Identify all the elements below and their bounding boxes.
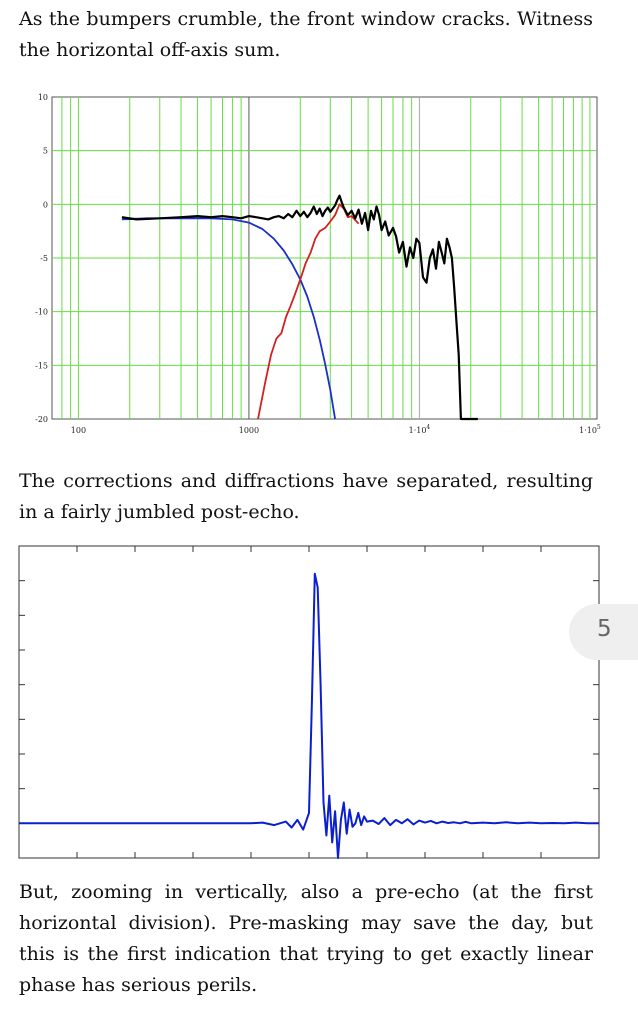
chart1-x-tick-label: 1·104 — [409, 424, 431, 435]
frequency-response-chart: 10 5 0 -5 -10 -15 -20 100 1000 1·104 1·105 — [35, 93, 601, 435]
chart1-y-tick-label: -5 — [40, 254, 48, 263]
chart1-y-tick-labels: 10 5 0 -5 -10 -15 -20 — [35, 93, 48, 424]
chart2-series-line-0 — [19, 572, 599, 859]
chart1-series — [121, 194, 478, 421]
paragraph-intro: As the bumpers crumble, the front window… — [19, 8, 593, 61]
chart1-y-tick-label: -10 — [35, 308, 48, 317]
chart2-series — [19, 572, 599, 859]
chart1-x-tick-label: 1000 — [239, 426, 259, 435]
paragraph-post-echo: The corrections and diffractions have se… — [19, 470, 593, 523]
paragraph-pre-echo: But, zooming in vertically, also a pre-e… — [19, 881, 593, 996]
chart1-y-tick-label: -15 — [35, 361, 48, 370]
chart1-series-line-1 — [257, 203, 360, 420]
page-number: 5 — [597, 616, 612, 642]
chart1-y-tick-label: -20 — [35, 415, 48, 424]
chart1-x-tick-labels: 100 1000 1·104 1·105 — [71, 424, 601, 435]
chart1-x-tick-label: 100 — [71, 426, 86, 435]
chart1-y-tick-label: 0 — [43, 200, 48, 209]
impulse-response-chart — [18, 545, 600, 859]
chart1-x-tick-label: 1·105 — [579, 424, 601, 435]
chart1-grid — [51, 96, 598, 420]
chart1-y-tick-label: 5 — [43, 147, 48, 156]
chart1-series-line-0 — [121, 217, 336, 420]
chart1-series-line-2 — [121, 194, 478, 421]
chart1-y-tick-label: 10 — [38, 93, 48, 102]
page-number-tab[interactable] — [569, 604, 638, 660]
